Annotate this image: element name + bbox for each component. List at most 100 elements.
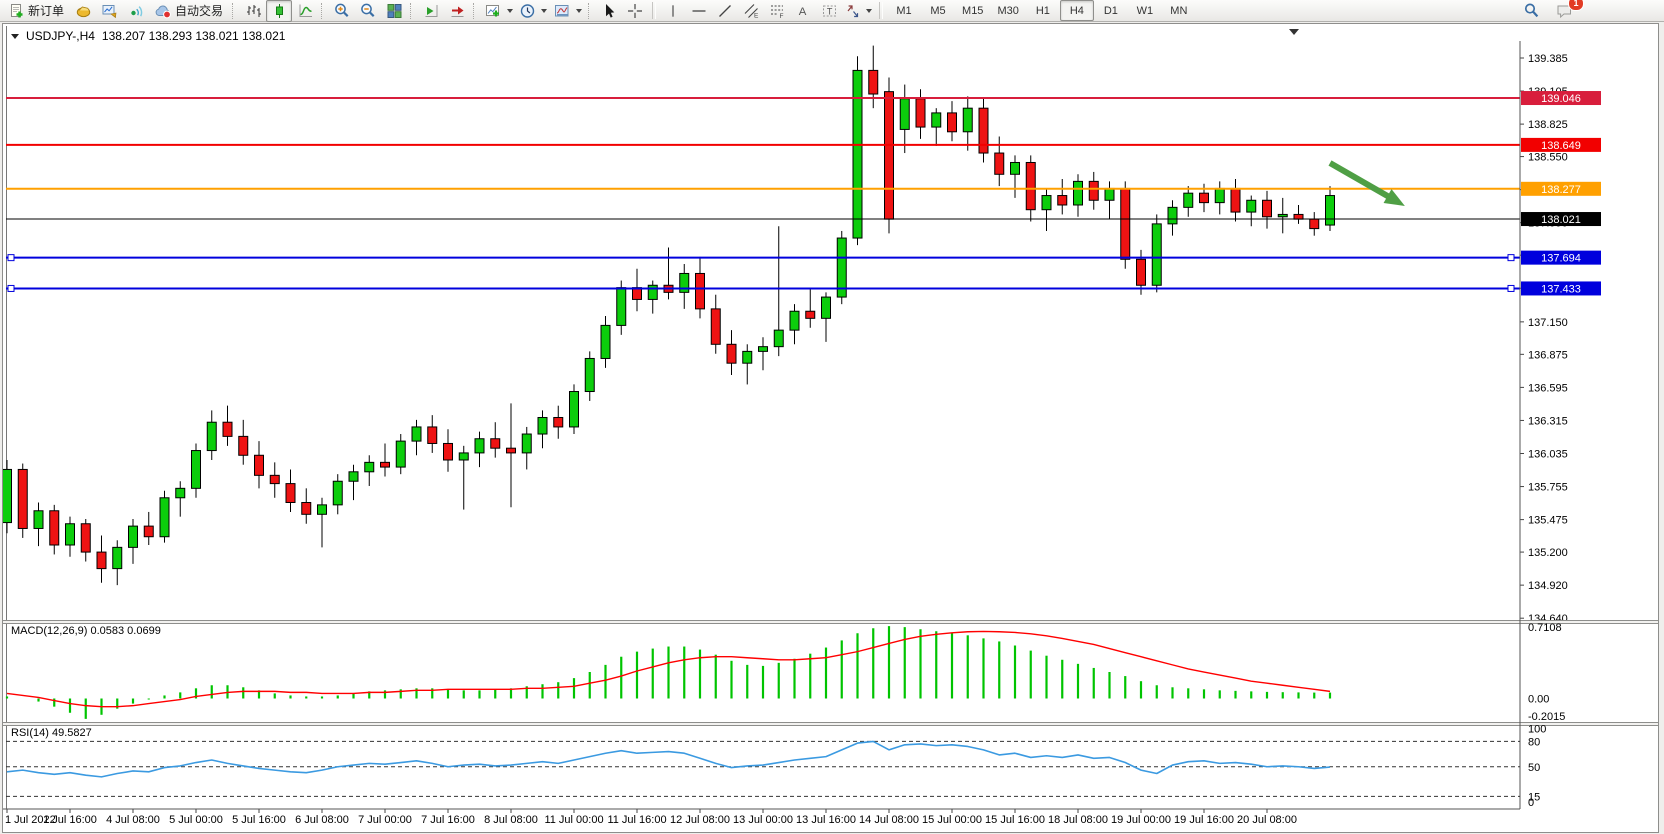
clock-icon xyxy=(519,3,536,19)
price-shift-marker[interactable] xyxy=(1289,29,1299,35)
text-label-tool-button[interactable]: T xyxy=(816,0,842,22)
timeframe-m1[interactable]: M1 xyxy=(896,4,912,17)
price-tick-label: 136.315 xyxy=(1528,415,1568,427)
trend-arrow-line[interactable] xyxy=(1328,160,1393,201)
price-badge xyxy=(1521,181,1601,196)
candle-body xyxy=(285,483,296,503)
candle-body xyxy=(521,433,532,454)
timeframe-m30[interactable]: M30 xyxy=(997,4,1019,17)
candle-body xyxy=(773,329,784,348)
timeframe-w1[interactable]: W1 xyxy=(1136,4,1154,17)
search-button[interactable] xyxy=(1518,0,1544,22)
timeframe-group: M1 M5 M15 M30 H1 H4 D1 W1 MN xyxy=(887,0,1196,21)
vertical-line-tool-button[interactable] xyxy=(660,0,686,22)
candle-body xyxy=(427,426,438,444)
candle-body xyxy=(411,426,422,442)
publish-chart-button[interactable] xyxy=(96,0,122,22)
chart-shift-button[interactable] xyxy=(418,0,444,22)
fibonacci-tool-button[interactable]: F xyxy=(764,0,790,22)
bar-chart-icon xyxy=(245,3,262,19)
candle-body xyxy=(931,112,942,128)
channel-tool-button[interactable]: E xyxy=(738,0,764,22)
auto-scroll-button[interactable] xyxy=(444,0,470,22)
arrows-tool-button[interactable] xyxy=(842,0,875,22)
candlestick-mode-button[interactable] xyxy=(266,0,293,22)
candle-body xyxy=(553,416,564,428)
time-tick-label: 4 Jul 08:00 xyxy=(106,814,160,826)
zoom-out-button[interactable] xyxy=(355,0,381,22)
trendline-icon xyxy=(717,3,733,19)
chart-ohlc-values: 138.207 138.293 138.021 138.021 xyxy=(101,29,286,43)
fibonacci-icon: F xyxy=(769,3,786,19)
new-order-button[interactable]: 新订单 xyxy=(3,0,70,22)
time-tick-label: 18 Jul 08:00 xyxy=(1048,814,1108,826)
macd-axis-label: 0.7108 xyxy=(1528,622,1562,634)
candle-body xyxy=(1088,180,1099,201)
trendline-tool-button[interactable] xyxy=(712,0,738,22)
signals-button[interactable] xyxy=(122,0,148,22)
candle-body xyxy=(254,454,264,476)
search-icon xyxy=(1523,2,1540,19)
tile-windows-icon xyxy=(386,3,403,19)
candle-body xyxy=(490,438,501,449)
candle-body xyxy=(584,357,595,393)
notifications-button[interactable]: 1 xyxy=(1552,0,1584,22)
autotrade-button[interactable]: 自动交易 xyxy=(148,0,229,22)
candle-body xyxy=(821,296,831,319)
cursor-icon xyxy=(601,3,617,19)
candle-body xyxy=(600,324,611,359)
candle-body xyxy=(112,546,123,570)
candle-body xyxy=(962,107,973,133)
cursor-tool-button[interactable] xyxy=(596,0,622,22)
crosshair-tool-button[interactable] xyxy=(622,0,648,22)
timeframe-m5[interactable]: M5 xyxy=(930,4,946,17)
text-tool-button[interactable]: A xyxy=(790,0,816,22)
timeframe-h1[interactable]: H1 xyxy=(1035,4,1050,17)
candle-body xyxy=(1010,161,1020,175)
timeframe-h4[interactable]: H4 xyxy=(1059,0,1094,21)
horizontal-line-tool-button[interactable] xyxy=(686,0,712,22)
bar-chart-mode-button[interactable] xyxy=(240,0,266,22)
timeframe-d1[interactable]: D1 xyxy=(1103,4,1118,17)
panel-splitter[interactable] xyxy=(3,620,1658,624)
line-handle[interactable] xyxy=(7,254,15,262)
notification-badge: 1 xyxy=(1568,0,1584,11)
rsi-axis-label: 100 xyxy=(1528,724,1546,736)
price-badge xyxy=(1521,91,1601,106)
line-handle[interactable] xyxy=(1507,254,1515,262)
candle-body xyxy=(1262,199,1272,218)
candle-body xyxy=(17,468,28,529)
rsi-axis-label: 50 xyxy=(1528,762,1540,774)
period-button[interactable] xyxy=(516,0,550,22)
line-chart-mode-button[interactable] xyxy=(292,0,318,22)
panel-splitter[interactable] xyxy=(3,722,1658,726)
rsi-axis-label: 0 xyxy=(1528,797,1534,809)
template-button[interactable] xyxy=(550,0,585,22)
candle-body xyxy=(1293,213,1304,220)
zoom-in-button[interactable] xyxy=(329,0,355,22)
price-tick-label: 136.035 xyxy=(1528,449,1568,461)
deposit-button[interactable] xyxy=(70,0,96,22)
main-toolbar: 新订单 自动交易 xyxy=(0,0,1664,22)
toolbar-separator xyxy=(652,2,657,19)
add-indicator-button[interactable] xyxy=(481,0,516,22)
candle-body xyxy=(1025,161,1036,211)
trend-arrow-head[interactable] xyxy=(1383,189,1405,206)
toolbar-separator xyxy=(879,2,884,19)
crosshair-icon xyxy=(627,3,643,19)
price-tick-label: 135.475 xyxy=(1528,515,1568,527)
line-handle[interactable] xyxy=(1507,284,1515,292)
candle-body xyxy=(1136,258,1146,286)
candle-body xyxy=(1230,187,1241,213)
price-axis[interactable]: 139.385139.105138.825138.550138.270137.9… xyxy=(1520,53,1568,625)
symbol-dropdown-icon[interactable] xyxy=(11,34,19,39)
candle-body xyxy=(695,272,705,310)
timeframe-m15[interactable]: M15 xyxy=(962,4,984,17)
line-handle[interactable] xyxy=(7,284,15,292)
candle-body xyxy=(332,480,343,506)
tile-windows-button[interactable] xyxy=(381,0,407,22)
candle-body xyxy=(380,461,390,468)
candle-body xyxy=(978,107,989,154)
timeframe-mn[interactable]: MN xyxy=(1170,4,1188,17)
